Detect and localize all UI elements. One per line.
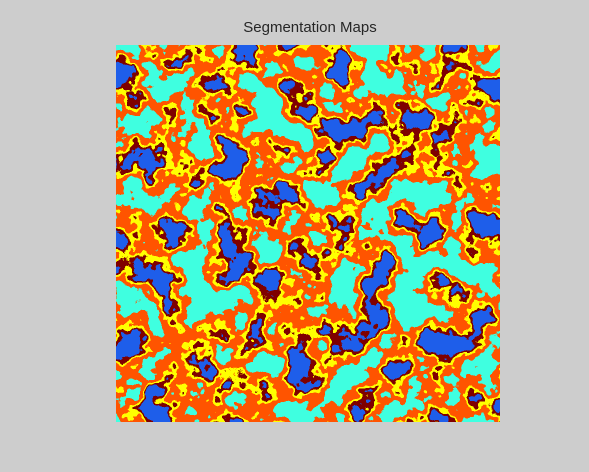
figure-window: Segmentation Maps (() => { const data = … xyxy=(0,0,589,472)
segmentation-image xyxy=(116,45,500,422)
figure-title: Segmentation Maps xyxy=(243,19,376,36)
figure: Segmentation Maps xyxy=(0,0,589,472)
page: Segmentation Maps {"title": "Segmentatio… xyxy=(0,0,589,472)
